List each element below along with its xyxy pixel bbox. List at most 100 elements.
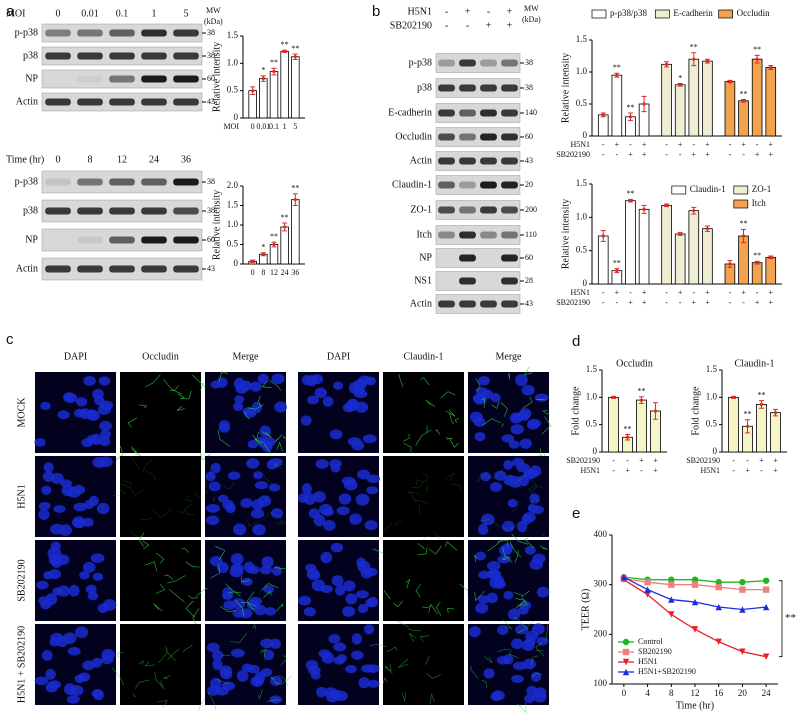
blot-band [501, 254, 518, 262]
nucleus [56, 554, 70, 566]
y-tick-label: 2.0 [227, 180, 239, 190]
nucleus [478, 376, 490, 386]
annotation: ** [785, 612, 796, 624]
y-tick-label: 300 [594, 579, 608, 589]
micrograph [383, 456, 464, 537]
nucleus [50, 541, 61, 551]
column-header: DAPI [327, 351, 350, 362]
micrograph [383, 624, 464, 705]
blot-band [45, 265, 71, 273]
nucleus [81, 438, 94, 447]
y-tick-label: 0 [593, 446, 598, 456]
blot-band [141, 178, 167, 186]
nucleus [322, 396, 334, 407]
nucleus [212, 650, 224, 661]
blot-row-label: Claudin-1 [392, 179, 432, 190]
blot-band [45, 207, 71, 215]
condition-sign: - [679, 298, 682, 307]
nucleus [47, 680, 62, 689]
significance: ** [281, 40, 289, 49]
significance: ** [757, 390, 765, 399]
x-tick-label: 0.1 [269, 122, 279, 131]
nucleus [365, 598, 376, 608]
condition-sign: - [602, 140, 605, 149]
replicate-dot [769, 255, 773, 259]
x-tick-label: 20 [738, 688, 748, 698]
nucleus [206, 642, 220, 653]
nucleus [252, 524, 266, 536]
nucleus [508, 476, 522, 488]
nucleus [507, 498, 518, 508]
condition-sign: + [692, 150, 697, 159]
nucleus [41, 650, 53, 661]
nucleus [536, 586, 550, 598]
bar [597, 114, 609, 137]
nucleus [41, 485, 52, 495]
nucleus [329, 429, 343, 440]
nucleus [534, 393, 549, 402]
nucleus [45, 668, 56, 680]
condition-sign: - [445, 6, 448, 17]
condition-sign: + [639, 456, 644, 465]
nucleus [252, 471, 264, 480]
nucleus [303, 607, 317, 617]
replicate-dot [615, 73, 619, 77]
nucleus [48, 568, 62, 580]
nucleus [494, 579, 506, 589]
nucleus [314, 387, 328, 399]
nucleus [475, 551, 487, 561]
nucleus [262, 440, 273, 453]
condition-sign: + [773, 456, 778, 465]
nucleus [478, 523, 489, 536]
nucleus [318, 649, 331, 658]
nucleus [34, 437, 46, 447]
replicate-dot [615, 269, 619, 273]
nucleus [248, 596, 263, 606]
condition-sign: + [769, 140, 774, 149]
nucleus [328, 633, 341, 644]
nucleus [205, 515, 220, 526]
y-tick-label: 1.5 [586, 364, 598, 374]
bar [259, 78, 268, 119]
blot-row-label: NP [25, 234, 38, 245]
nucleus [536, 636, 549, 646]
blot-band [501, 231, 518, 239]
replicate-dot [741, 234, 746, 238]
blot-row-label: ZO-1 [410, 204, 432, 215]
point [644, 578, 651, 586]
mw-unit: (kDa) [522, 15, 541, 24]
replicate-dot [741, 99, 746, 103]
bar [724, 81, 736, 137]
nucleus [469, 411, 483, 423]
y-tick-label: 0 [234, 112, 239, 122]
mw-label: 38 [207, 206, 215, 215]
condition-name: SB202190 [566, 456, 600, 465]
mw-unit: (kDa) [204, 17, 223, 26]
nucleus [468, 626, 481, 638]
blot-band [109, 98, 135, 106]
condition-sign: - [602, 298, 605, 307]
nucleus [336, 506, 350, 516]
nucleus [503, 590, 514, 600]
y-tick-label: 0 [583, 278, 588, 288]
legend-marker [622, 658, 630, 666]
nucleus [90, 553, 105, 564]
condition-sign: - [679, 150, 682, 159]
y-tick-label: 1.0 [576, 211, 588, 221]
bar [638, 208, 650, 285]
nucleus [362, 434, 377, 444]
lane-label: 0 [56, 154, 61, 165]
condition-sign: - [629, 140, 632, 149]
nucleus [61, 484, 75, 497]
blot-row-label: Actin [16, 263, 38, 274]
y-tick-label: 1.0 [227, 57, 239, 67]
panel-label: d [572, 333, 580, 350]
legend-swatch [654, 9, 670, 19]
nucleus [257, 373, 269, 384]
nucleus [236, 669, 249, 682]
nucleus [334, 584, 346, 596]
blot-band [77, 265, 103, 273]
nucleus [363, 624, 375, 635]
blot-band [173, 52, 199, 60]
nucleus [530, 671, 542, 682]
